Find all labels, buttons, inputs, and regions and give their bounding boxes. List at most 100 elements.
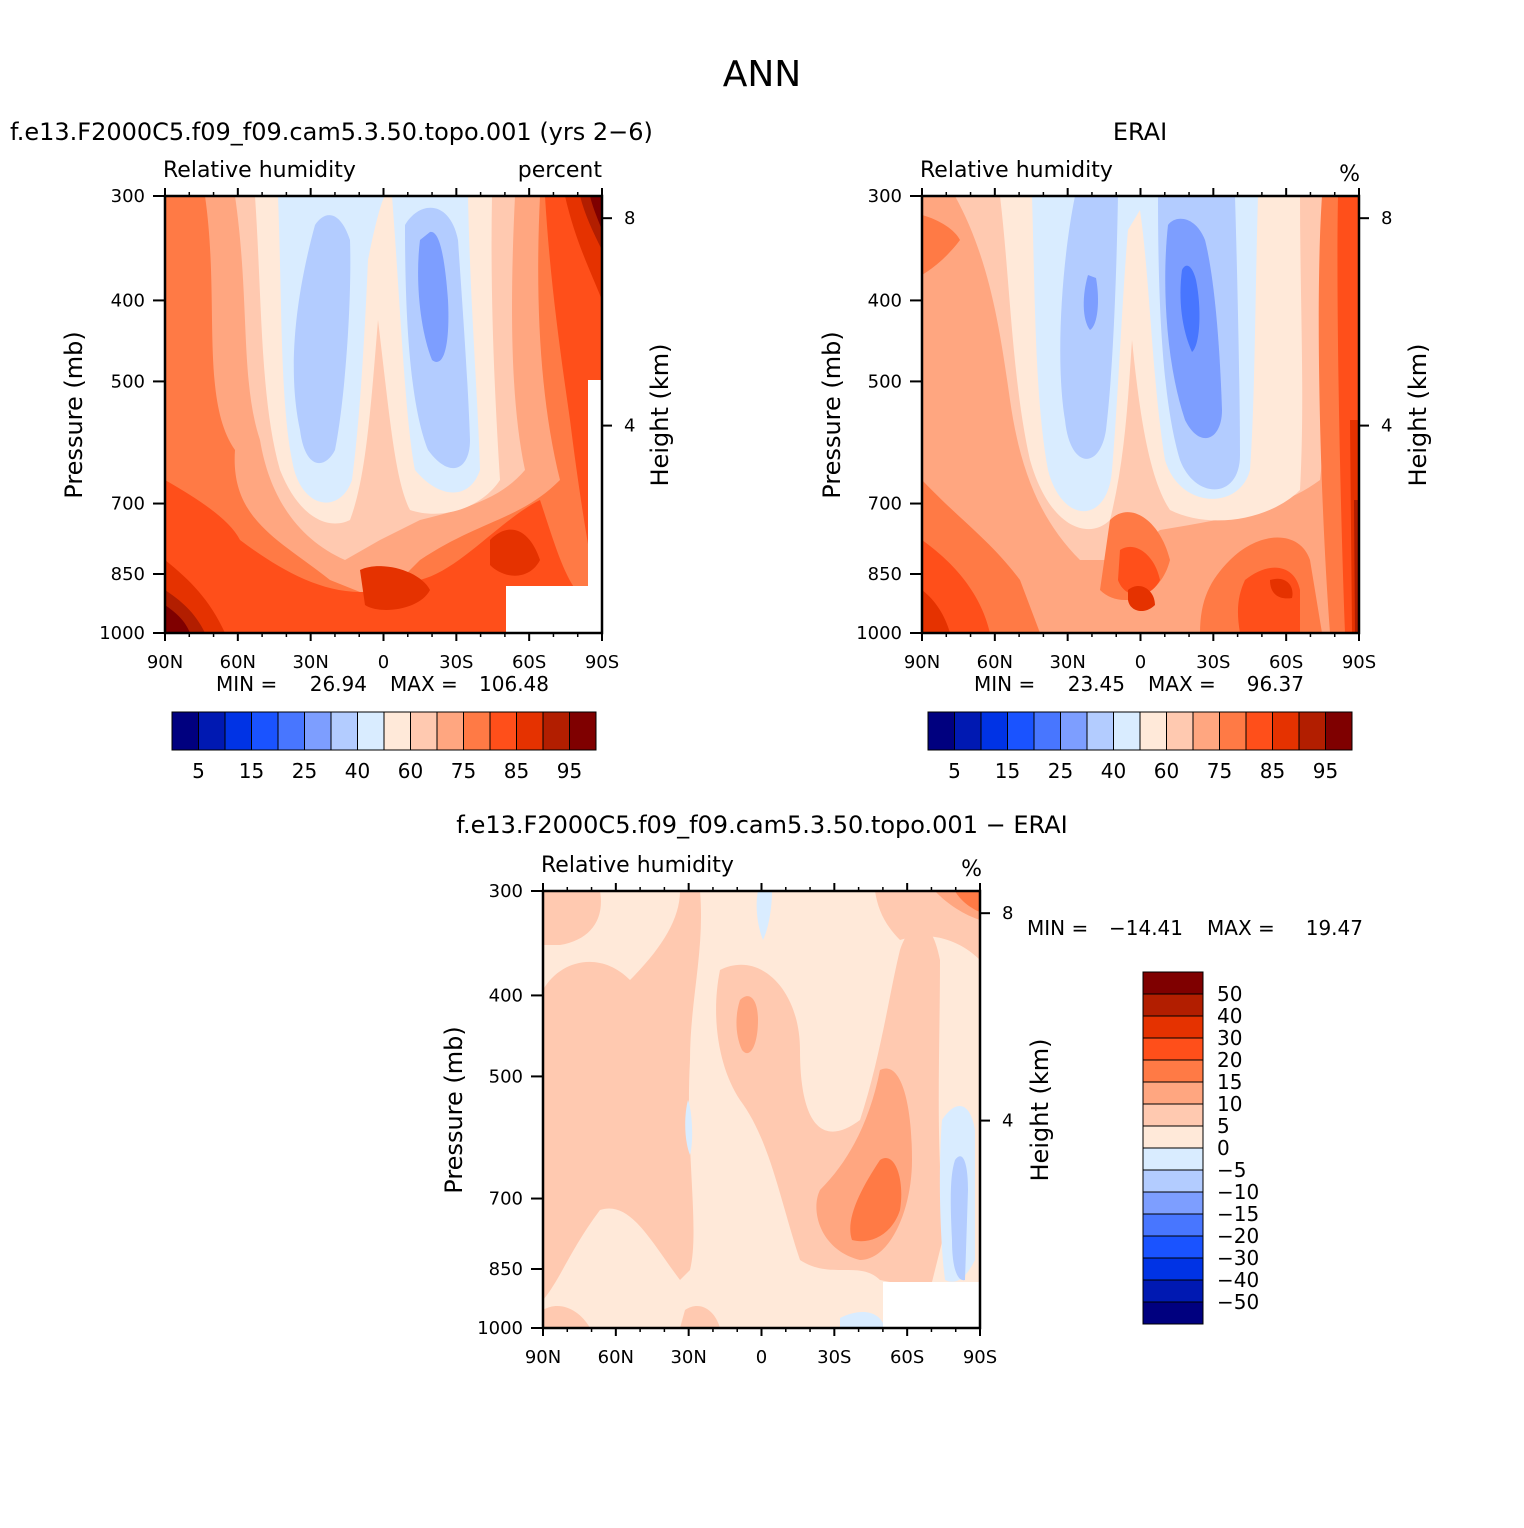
contour-band	[543, 891, 980, 1328]
x-tick-label: 30S	[817, 1347, 851, 1368]
y2-tick-label: 4	[624, 416, 635, 437]
colorbar-box	[1298, 711, 1326, 751]
colorbar-label: 75	[1207, 759, 1232, 783]
colorbar-box	[1007, 711, 1035, 751]
x-tick-label: 60S	[1269, 652, 1303, 673]
max-label: MAX =	[390, 672, 458, 696]
y-axis-label: Pressure (mb)	[60, 331, 88, 498]
x-tick-label: 90N	[525, 1347, 561, 1368]
colorbar-label: 20	[1217, 1048, 1242, 1072]
y2-axis-label: Height (km)	[646, 344, 674, 487]
colorbar-label: 40	[1217, 1004, 1242, 1028]
units-label: %	[961, 857, 982, 882]
colorbar-label: 5	[1217, 1114, 1230, 1138]
x-tick-label: 60N	[598, 1347, 634, 1368]
colorbar-box	[1142, 1037, 1204, 1061]
contour-band	[418, 231, 449, 362]
colorbar-label: −15	[1217, 1202, 1259, 1226]
variable-label: Relative humidity	[541, 853, 734, 878]
x-tick-label: 0	[1135, 652, 1146, 673]
colorbar-label: −10	[1217, 1180, 1259, 1204]
colorbar-box	[198, 711, 226, 751]
missing-data-area	[883, 1282, 980, 1328]
colorbar-box	[1142, 1235, 1204, 1259]
colorbar-box	[516, 711, 544, 751]
panel-model: f.e13.F2000C5.f09_f09.cam5.3.50.topo.001…	[10, 118, 674, 783]
colorbar-box	[1325, 711, 1353, 751]
panel-title: f.e13.F2000C5.f09_f09.cam5.3.50.topo.001…	[456, 811, 1067, 839]
colorbar-box	[1272, 711, 1300, 751]
variable-label: Relative humidity	[920, 158, 1113, 183]
colorbar-label: −40	[1217, 1268, 1259, 1292]
colorbar-label: 40	[345, 759, 370, 783]
panel-obs: ERAI Relative humidity % 90N 60N 30N 0 30S 60…	[818, 118, 1432, 783]
colorbar-box	[1219, 711, 1247, 751]
colorbar-box	[1139, 711, 1167, 751]
colorbar-box	[489, 711, 517, 751]
missing-data-area	[506, 586, 602, 633]
contour-field	[543, 891, 980, 1328]
y2-tick-label: 4	[1002, 1111, 1013, 1132]
y-tick-label: 1000	[856, 623, 902, 644]
variable-label: Relative humidity	[163, 158, 356, 183]
colorbar-box	[1142, 1213, 1204, 1237]
max-label: MAX =	[1148, 672, 1216, 696]
colorbar-label: 0	[1217, 1136, 1230, 1160]
x-tick-label: 30N	[292, 652, 328, 673]
y-tick-label: 1000	[99, 623, 145, 644]
colorbar-box	[1142, 1081, 1204, 1105]
colorbar-box	[1086, 711, 1114, 751]
units-label: percent	[518, 158, 603, 183]
page-title: ANN	[723, 54, 802, 95]
x-tick-label: 30S	[1196, 652, 1230, 673]
contour-field	[922, 196, 1359, 633]
colorbar-box	[1142, 1103, 1204, 1127]
colorbar-box	[277, 711, 305, 751]
colorbar-box	[1166, 711, 1194, 751]
max-value: 106.48	[479, 672, 549, 696]
y2-axis-label: Height (km)	[1026, 1039, 1054, 1182]
colorbar-label: 85	[1260, 759, 1285, 783]
colorbar-label: 50	[1217, 982, 1242, 1006]
colorbar-label: −30	[1217, 1246, 1259, 1270]
y-tick-label: 500	[489, 1066, 523, 1087]
panel-title: f.e13.F2000C5.f09_f09.cam5.3.50.topo.001…	[10, 118, 653, 146]
colorbar-label: 95	[1313, 759, 1338, 783]
colorbar-box	[463, 711, 491, 751]
x-tick-label: 60N	[220, 652, 256, 673]
colorbar-label: 10	[1217, 1092, 1242, 1116]
max-value: 96.37	[1247, 672, 1304, 696]
colorbar-box	[542, 711, 570, 751]
colorbar-box	[251, 711, 279, 751]
colorbar-label: 15	[1217, 1070, 1242, 1094]
colorbar-label: −50	[1217, 1290, 1259, 1314]
colorbar-box	[357, 711, 385, 751]
x-tick-label: 0	[378, 652, 389, 673]
colorbar-label: 15	[239, 759, 264, 783]
colorbar-label: 40	[1101, 759, 1126, 783]
x-tick-label: 60S	[512, 652, 546, 673]
y-tick-label: 850	[868, 564, 902, 585]
colorbar-box	[1142, 1059, 1204, 1083]
contour-band	[950, 1156, 968, 1281]
y-tick-label: 500	[111, 371, 145, 392]
colorbar-box	[569, 711, 597, 751]
min-label: MIN =	[1027, 916, 1088, 940]
min-value: −14.41	[1109, 916, 1183, 940]
x-tick-label: 90N	[904, 652, 940, 673]
colorbar-box	[1142, 971, 1204, 995]
x-tick-label: 90N	[147, 652, 183, 673]
colorbar-box	[1142, 1257, 1204, 1281]
min-value: 26.94	[310, 672, 367, 696]
y-tick-label: 1000	[477, 1318, 523, 1339]
min-label: MIN =	[974, 672, 1035, 696]
y2-tick-label: 8	[1002, 903, 1013, 924]
y-tick-label: 700	[111, 494, 145, 515]
colorbar-label: 25	[292, 759, 317, 783]
x-tick-label: 30S	[439, 652, 473, 673]
colorbar-label: 60	[1154, 759, 1179, 783]
panel-diff: f.e13.F2000C5.f09_f09.cam5.3.50.topo.001…	[440, 811, 1363, 1368]
min-value: 23.45	[1068, 672, 1125, 696]
colorbar-box	[1142, 1147, 1204, 1171]
